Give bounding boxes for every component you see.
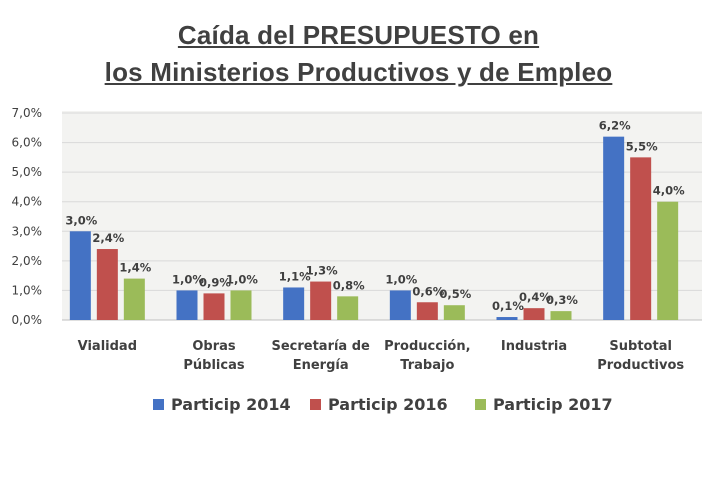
data-label: 1,3% (306, 264, 338, 278)
category-label: Secretaría de (271, 339, 370, 354)
data-label: 3,0% (65, 213, 97, 227)
bar (443, 305, 465, 320)
data-label: 1,0% (226, 272, 258, 286)
bar (603, 136, 625, 320)
category-label: Trabajo (400, 358, 454, 373)
legend-label: Particip 2014 (171, 395, 291, 414)
bar (523, 308, 545, 320)
data-label: 0,8% (333, 278, 365, 292)
y-tick-label: 7,0% (12, 106, 43, 120)
data-label: 5,5% (626, 139, 658, 153)
data-label: 4,0% (653, 184, 685, 198)
bar (337, 296, 359, 320)
data-label: 0,1% (492, 299, 524, 313)
category-label: Productivos (597, 358, 684, 373)
bar (416, 302, 438, 320)
data-label: 1,0% (172, 272, 204, 286)
category-label: Subtotal (609, 339, 672, 354)
y-tick-label: 0,0% (12, 313, 43, 327)
bar (550, 311, 572, 320)
data-label: 1,4% (119, 261, 151, 275)
data-label: 0,6% (412, 284, 444, 298)
category-label: Industria (501, 339, 567, 354)
data-label: 0,5% (439, 287, 471, 301)
y-tick-label: 5,0% (12, 165, 43, 179)
category-label: Públicas (183, 358, 244, 373)
y-tick-label: 3,0% (12, 224, 43, 238)
y-tick-label: 4,0% (12, 195, 43, 209)
bar (310, 281, 332, 320)
chart-title-line-1: Caída del PRESUPUESTO en (177, 20, 540, 50)
data-label: 6,2% (599, 119, 631, 133)
chart-title-line-2: los Ministerios Productivos y de Empleo (104, 57, 613, 87)
bar (389, 290, 411, 320)
data-label: 0,3% (546, 293, 578, 307)
bar (283, 287, 305, 320)
data-label: 2,4% (92, 231, 124, 245)
legend-swatch (153, 399, 164, 410)
bar (203, 293, 225, 320)
legend-swatch (310, 399, 321, 410)
y-tick-label: 2,0% (12, 254, 43, 268)
chart: Caída del PRESUPUESTO en los Ministerios… (12, 20, 702, 414)
legend-swatch (475, 399, 486, 410)
bar (123, 278, 145, 320)
data-label: 0,9% (199, 275, 231, 289)
plot-area: 0,0% 1,0% 2,0% 3,0% 4,0% 5,0% 6,0% 7,0% 3,0% 2,4%… (12, 106, 702, 414)
bar (176, 290, 198, 320)
plot-background (62, 111, 702, 320)
bar (230, 290, 252, 320)
bar (657, 201, 679, 320)
data-label: 1,0% (385, 272, 417, 286)
data-label: 0,4% (519, 290, 551, 304)
y-tick-label: 1,0% (12, 283, 43, 297)
legend-label: Particip 2017 (493, 395, 613, 414)
category-label: Producción, (384, 339, 470, 354)
category-label: Vialidad (78, 339, 137, 354)
category-label: Energía (293, 358, 349, 373)
bar (96, 249, 118, 320)
category-label: Obras (192, 339, 236, 354)
bar (630, 157, 652, 320)
y-tick-label: 6,0% (12, 136, 43, 150)
bar (69, 231, 91, 320)
legend-label: Particip 2016 (328, 395, 448, 414)
data-label: 1,1% (279, 269, 311, 283)
bar (496, 317, 518, 320)
